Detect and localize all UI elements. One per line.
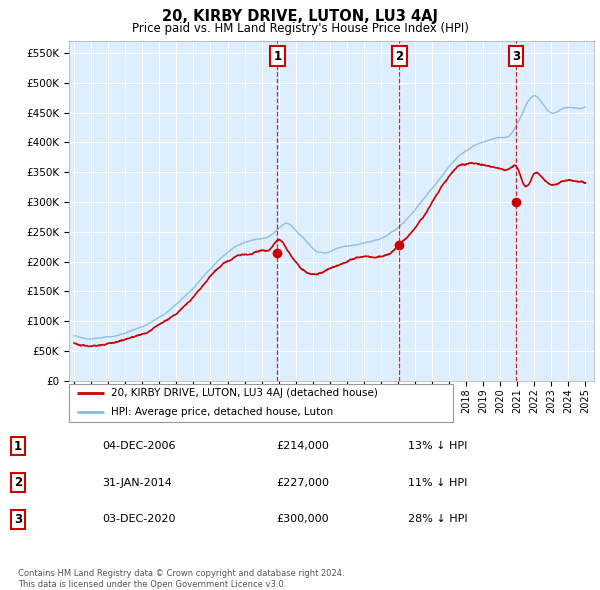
Text: 2: 2 — [14, 476, 22, 489]
Text: 3: 3 — [14, 513, 22, 526]
Text: 03-DEC-2020: 03-DEC-2020 — [102, 514, 176, 524]
Text: HPI: Average price, detached house, Luton: HPI: Average price, detached house, Luto… — [111, 407, 334, 417]
Text: 04-DEC-2006: 04-DEC-2006 — [102, 441, 176, 451]
Text: £300,000: £300,000 — [276, 514, 329, 524]
Text: Contains HM Land Registry data © Crown copyright and database right 2024.
This d: Contains HM Land Registry data © Crown c… — [18, 569, 344, 589]
Text: 1: 1 — [14, 440, 22, 453]
Text: 11% ↓ HPI: 11% ↓ HPI — [408, 478, 467, 487]
Text: £214,000: £214,000 — [276, 441, 329, 451]
Text: 2: 2 — [395, 50, 403, 63]
Text: 31-JAN-2014: 31-JAN-2014 — [102, 478, 172, 487]
Text: 3: 3 — [512, 50, 520, 63]
Text: Price paid vs. HM Land Registry's House Price Index (HPI): Price paid vs. HM Land Registry's House … — [131, 22, 469, 35]
Text: 28% ↓ HPI: 28% ↓ HPI — [408, 514, 467, 524]
Text: 1: 1 — [273, 50, 281, 63]
Text: £227,000: £227,000 — [276, 478, 329, 487]
Text: 20, KIRBY DRIVE, LUTON, LU3 4AJ (detached house): 20, KIRBY DRIVE, LUTON, LU3 4AJ (detache… — [111, 388, 378, 398]
Text: 20, KIRBY DRIVE, LUTON, LU3 4AJ: 20, KIRBY DRIVE, LUTON, LU3 4AJ — [162, 9, 438, 24]
Text: 13% ↓ HPI: 13% ↓ HPI — [408, 441, 467, 451]
